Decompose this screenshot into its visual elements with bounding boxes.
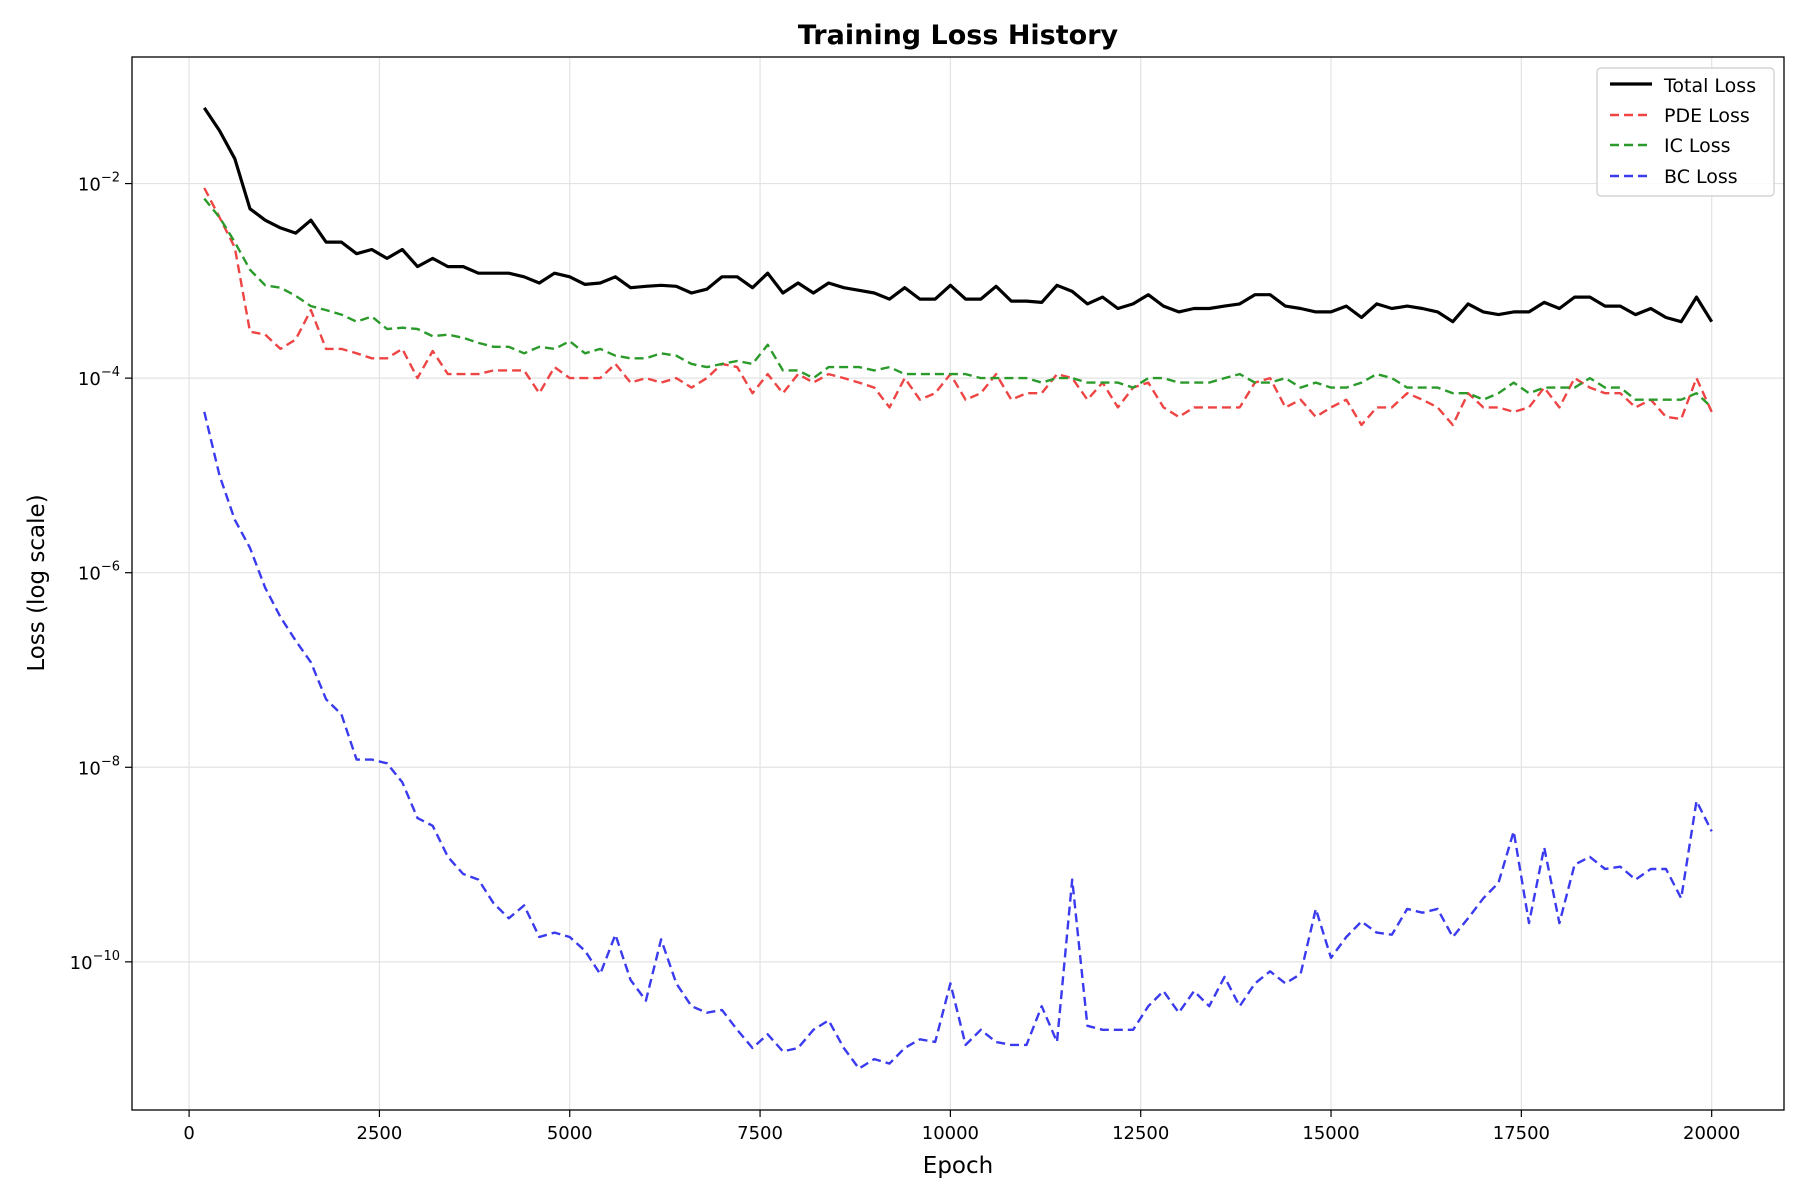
legend-label-total-loss: Total Loss [1663, 75, 1756, 97]
legend-box [1596, 67, 1775, 197]
y-tick-label: 10−6 [78, 560, 120, 585]
plot-area-frame [131, 56, 1785, 1111]
x-tick-label: 20000 [1683, 1123, 1740, 1144]
y-axis-ticks: 10−2 10−4 10−6 10−8 10−10 [70, 171, 132, 974]
series-line-pde-loss [203, 187, 1713, 427]
x-tick-label: 15000 [1302, 1123, 1359, 1144]
series-line-bc-loss [203, 411, 1713, 1070]
x-tick-label: 0 [183, 1123, 194, 1144]
y-axis-label: Loss (log scale) [24, 494, 50, 671]
legend-label-ic-loss: IC Loss [1664, 135, 1731, 157]
x-tick-label: 5000 [547, 1123, 593, 1144]
x-axis-ticks: 0 2500 5000 7500 10000 12500 15000 17500 20000 [183, 1110, 1740, 1144]
x-tick-label: 10000 [922, 1123, 979, 1144]
legend-label-pde-loss: PDE Loss [1664, 105, 1750, 127]
x-tick-label: 17500 [1493, 1123, 1550, 1144]
grid [132, 57, 1784, 1110]
y-tick-label: 10−2 [78, 171, 120, 196]
x-axis-label: Epoch [923, 1153, 993, 1179]
y-tick-label: 10−10 [70, 949, 120, 974]
x-tick-label: 2500 [357, 1123, 403, 1144]
x-tick-label: 12500 [1112, 1123, 1169, 1144]
series-line-ic-loss [203, 197, 1713, 409]
legend: Total Loss PDE Loss IC Loss BC Loss [1596, 67, 1775, 197]
chart-title: Training Loss History [798, 20, 1119, 51]
y-tick-label: 10−8 [78, 754, 120, 779]
x-tick-label: 7500 [737, 1123, 783, 1144]
series-lines [202, 107, 1714, 1070]
y-tick-label: 10−4 [78, 365, 120, 390]
series-line-total-loss [202, 107, 1714, 324]
legend-label-bc-loss: BC Loss [1664, 166, 1738, 188]
